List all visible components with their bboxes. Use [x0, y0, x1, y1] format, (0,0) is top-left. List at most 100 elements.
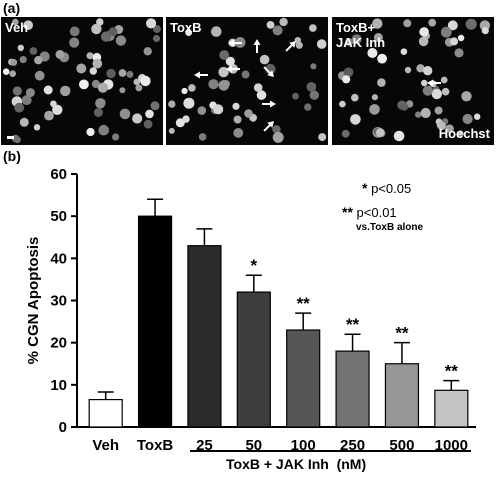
nucleus [457, 130, 464, 137]
nucleus [377, 53, 387, 64]
nucleus [343, 67, 354, 78]
nucleus [461, 91, 472, 102]
nucleus [168, 100, 176, 108]
nucleus [9, 70, 16, 77]
nucleus [447, 20, 458, 31]
nucleus [33, 124, 41, 131]
nucleus [106, 68, 116, 79]
nucleus [43, 85, 53, 95]
nucleus [339, 100, 346, 108]
scale-bar [7, 136, 14, 139]
nucleus [208, 79, 219, 90]
nucleus [371, 94, 378, 101]
nuclei-image [168, 17, 327, 143]
nucleus [183, 97, 195, 109]
nucleus [213, 104, 224, 115]
nucleus [393, 130, 405, 142]
x-tick-label: 500 [389, 437, 414, 454]
nucleus [351, 34, 362, 45]
arrow-annotation [226, 65, 240, 73]
nucleus [146, 18, 157, 29]
nucleus [143, 47, 152, 56]
nucleus [272, 131, 284, 143]
sig-star-1: * [362, 180, 368, 196]
nucleus [233, 128, 244, 138]
nucleus [182, 115, 190, 123]
nucleus [185, 29, 193, 36]
significance-marker: * [251, 256, 258, 275]
nucleus [465, 18, 477, 30]
nucleus [197, 106, 207, 115]
bar [434, 389, 469, 428]
bar [384, 363, 420, 428]
nucleus [91, 79, 100, 89]
nucleus [97, 82, 108, 93]
nucleus [256, 90, 267, 100]
nucleus [19, 56, 27, 64]
nucleus [244, 109, 253, 118]
nucleus [369, 104, 380, 115]
y-tick-label: 60 [50, 166, 67, 183]
stain-label: Hoechst [438, 126, 490, 141]
y-tick-label: 50 [50, 208, 67, 225]
y-tick-label: 40 [50, 250, 67, 267]
nucleus [98, 124, 109, 136]
nucleus [450, 37, 459, 46]
sig-text-3: vs.ToxB alone [356, 222, 424, 233]
nucleus [50, 100, 57, 108]
y-axis-label: % CGN Apoptosis [25, 237, 42, 365]
y-tick-label: 10 [50, 377, 67, 394]
nucleus [342, 75, 351, 84]
nucleus [119, 87, 126, 94]
nucleus [152, 34, 161, 43]
nucleus [92, 58, 103, 69]
nucleus [266, 21, 275, 29]
nucleus [306, 82, 317, 92]
panel-b-label: (b) [3, 148, 21, 164]
nucleus [112, 133, 120, 141]
nucleus [218, 66, 229, 78]
nucleus [108, 27, 118, 37]
nucleus [55, 50, 65, 59]
nucleus [403, 19, 412, 28]
nucleus [135, 84, 143, 92]
error-bar [196, 228, 213, 246]
nucleus [428, 18, 437, 27]
nucleus [211, 26, 222, 37]
nuclei-image [338, 18, 491, 142]
nucleus [115, 35, 127, 46]
nucleus [345, 38, 353, 46]
arrow-annotation [253, 39, 261, 53]
nucleus [434, 106, 443, 115]
nucleus [86, 52, 94, 60]
nucleus [96, 18, 104, 26]
bar [236, 291, 271, 428]
sig-star-2: ** [342, 204, 353, 220]
nucleus [400, 48, 408, 55]
nucleus [437, 121, 446, 131]
nucleus [52, 104, 63, 116]
nucleus [168, 127, 175, 134]
error-bar [245, 274, 262, 293]
nucleus [404, 66, 412, 74]
significance-marker: ** [445, 362, 459, 381]
nucleus [295, 41, 303, 49]
nucleus [100, 31, 112, 42]
nucleus [318, 133, 327, 142]
nucleus [351, 93, 359, 102]
nucleus [372, 18, 383, 29]
nucleus [415, 111, 422, 118]
error-bar [97, 391, 114, 400]
nucleus [34, 56, 43, 65]
nucleus [292, 92, 299, 100]
nucleus [76, 63, 87, 74]
nucleus [95, 98, 106, 109]
nucleus [181, 87, 188, 95]
nucleus [416, 64, 425, 73]
y-tick-label: 0 [59, 419, 67, 436]
nucleus [377, 78, 386, 87]
nucleus [400, 102, 409, 111]
nucleus [457, 34, 465, 42]
nucleus [198, 133, 207, 141]
group-label: ToxB + JAK Inh (nM) [226, 456, 367, 472]
